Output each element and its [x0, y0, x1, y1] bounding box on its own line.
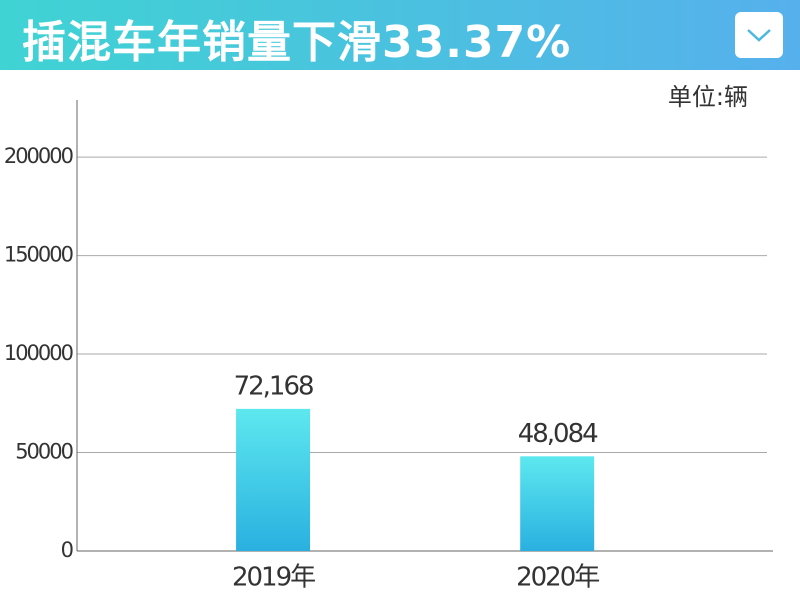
chart: 单位:辆 0 50000 100000 150000 200000 2019年 72,168… — [4, 83, 773, 593]
x-tick-label: 2020年 — [516, 563, 599, 593]
dropdown-button[interactable] — [735, 12, 783, 58]
bar — [236, 408, 311, 551]
chart-title: 插混车年销量下滑33.37% — [22, 17, 572, 68]
value-label: 48,084 — [518, 419, 598, 449]
value-label: 72,168 — [234, 371, 313, 401]
y-tick-label: 100000 — [4, 341, 73, 365]
y-tick-label: 200000 — [4, 144, 73, 168]
x-tick-label: 2019年 — [232, 563, 315, 593]
header-bar: 插混车年销量下滑33.37% — [0, 0, 800, 70]
y-tick-label: 50000 — [15, 440, 72, 464]
y-tick-label: 0 — [61, 538, 73, 562]
y-tick-label: 150000 — [4, 243, 73, 267]
unit-label: 单位:辆 — [668, 83, 748, 111]
chevron-icon — [747, 29, 771, 42]
bar — [520, 456, 595, 551]
